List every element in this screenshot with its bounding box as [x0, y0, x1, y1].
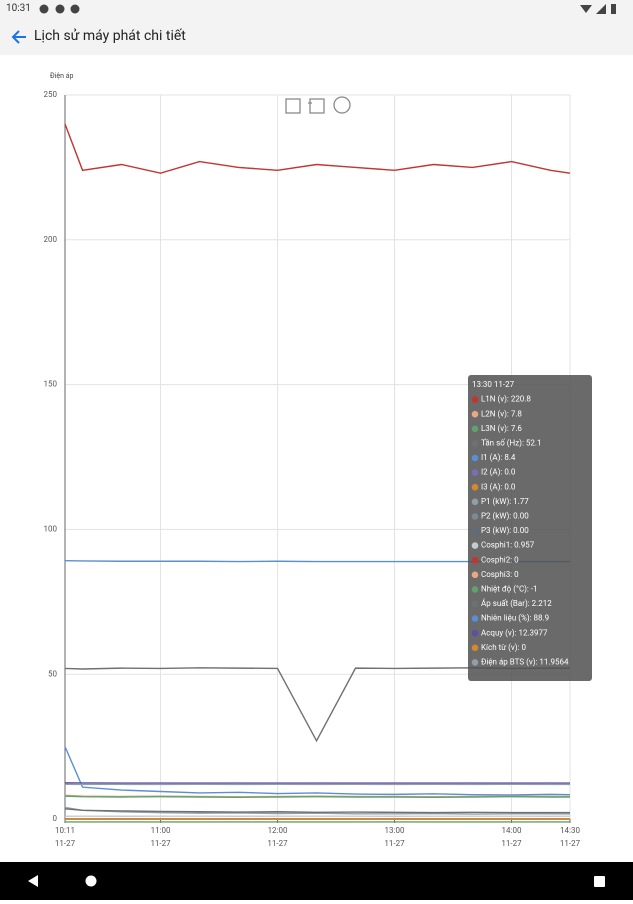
tooltip-dot	[472, 586, 479, 593]
app-title: Lịch sử máy phát chi tiết	[34, 28, 186, 44]
tooltip: 13:30 11-27 L1N (v): 220.8 L2N (v): 7.8 L3N…	[468, 375, 592, 681]
app-bar: Lịch sử máy phát chi tiết	[0, 18, 633, 55]
tooltip-dot	[472, 440, 479, 447]
tooltip-title: 13:30 11-27	[472, 380, 515, 389]
back-button[interactable]	[10, 27, 30, 47]
x-tick-label: 14:30	[560, 826, 580, 835]
nav-icons	[0, 862, 633, 900]
tooltip-line: I2 (A): 0.0	[481, 468, 516, 477]
tooltip-dot	[472, 572, 479, 579]
x-tick-label: 10:11	[55, 826, 75, 835]
y-tick-label: 50	[48, 669, 57, 678]
tooltip-dot	[472, 411, 479, 418]
status-bar: 10:31	[0, 0, 633, 18]
tooltip-dot	[472, 659, 479, 666]
tooltip-dot	[472, 615, 479, 622]
tooltip-dot	[472, 645, 479, 652]
tooltip-line: Nhiệt độ (°C): -1	[481, 585, 537, 594]
tooltip-line: Tần số (Hz): 52.1	[481, 439, 541, 448]
tooltip-dot	[472, 528, 479, 535]
series-line	[65, 796, 570, 797]
tooltip-line: Nhiên liệu (%): 88.9	[481, 614, 549, 623]
x-tick-label: 11-27	[267, 839, 288, 848]
y-tick-label: 150	[44, 380, 58, 389]
tooltip-line: Acquy (v): 12.3977	[481, 628, 548, 637]
x-tick-label: 11:00	[151, 826, 171, 835]
tooltip-line: Cosphi2: 0	[481, 555, 519, 564]
y-tick-label: 100	[44, 525, 58, 534]
y-tick-label: 200	[44, 235, 58, 244]
tooltip-dot	[472, 557, 479, 564]
tooltip-line: P3 (kW): 0.00	[481, 526, 529, 535]
tooltip-line: L1N (v): 220.8	[481, 395, 531, 404]
x-tick-label: 11-27	[501, 839, 522, 848]
tooltip-dot	[472, 499, 479, 506]
y-tick-label: 0	[53, 814, 58, 823]
status-icons	[0, 0, 633, 18]
x-tick-label: 14:00	[502, 826, 522, 835]
tooltip-dot	[472, 630, 479, 637]
tooltip-line: Cosphi1: 0.957	[481, 541, 535, 550]
tooltip-line: Điện áp BTS (v): 11.9564	[481, 658, 569, 667]
y-tick-label: 250	[44, 90, 58, 99]
tooltip-dot	[472, 484, 479, 491]
x-tick-label: 11-27	[150, 839, 171, 848]
tooltip-line: P2 (kW): 0.00	[481, 512, 529, 521]
tooltip-line: I1 (A): 8.4	[481, 453, 516, 462]
tooltip-line: P1 (kW): 1.77	[481, 497, 529, 506]
y-axis-label: Điện áp	[50, 72, 74, 80]
x-tick-label: 13:00	[385, 826, 405, 835]
x-tick-label: 11-27	[384, 839, 405, 848]
tooltip-dot	[472, 601, 479, 608]
tooltip-dot	[472, 469, 479, 476]
nav-bar	[0, 862, 633, 900]
tooltip-dot	[472, 426, 479, 433]
x-tick-label: 12:00	[268, 826, 288, 835]
tooltip-line: Cosphi3: 0	[481, 570, 519, 579]
tooltip-line: Áp suất (Bar): 2.212	[481, 599, 552, 608]
chart: Điện áp 0 50 100 150 200 250 10:11 11-27 11:00 11…	[0, 55, 633, 862]
x-tick-label: 11-27	[560, 839, 581, 848]
tooltip-line: I3 (A): 0.0	[481, 482, 516, 491]
tooltip-dot	[472, 542, 479, 549]
tooltip-line: L3N (v): 7.6	[481, 424, 522, 433]
tooltip-dot	[472, 455, 479, 462]
tooltip-dot	[472, 513, 479, 520]
tooltip-line: L2N (v): 7.8	[481, 409, 522, 418]
tooltip-line: Kích từ (v): 0	[481, 643, 526, 652]
x-tick-label: 11-27	[55, 839, 76, 848]
tooltip-dot	[472, 396, 479, 403]
